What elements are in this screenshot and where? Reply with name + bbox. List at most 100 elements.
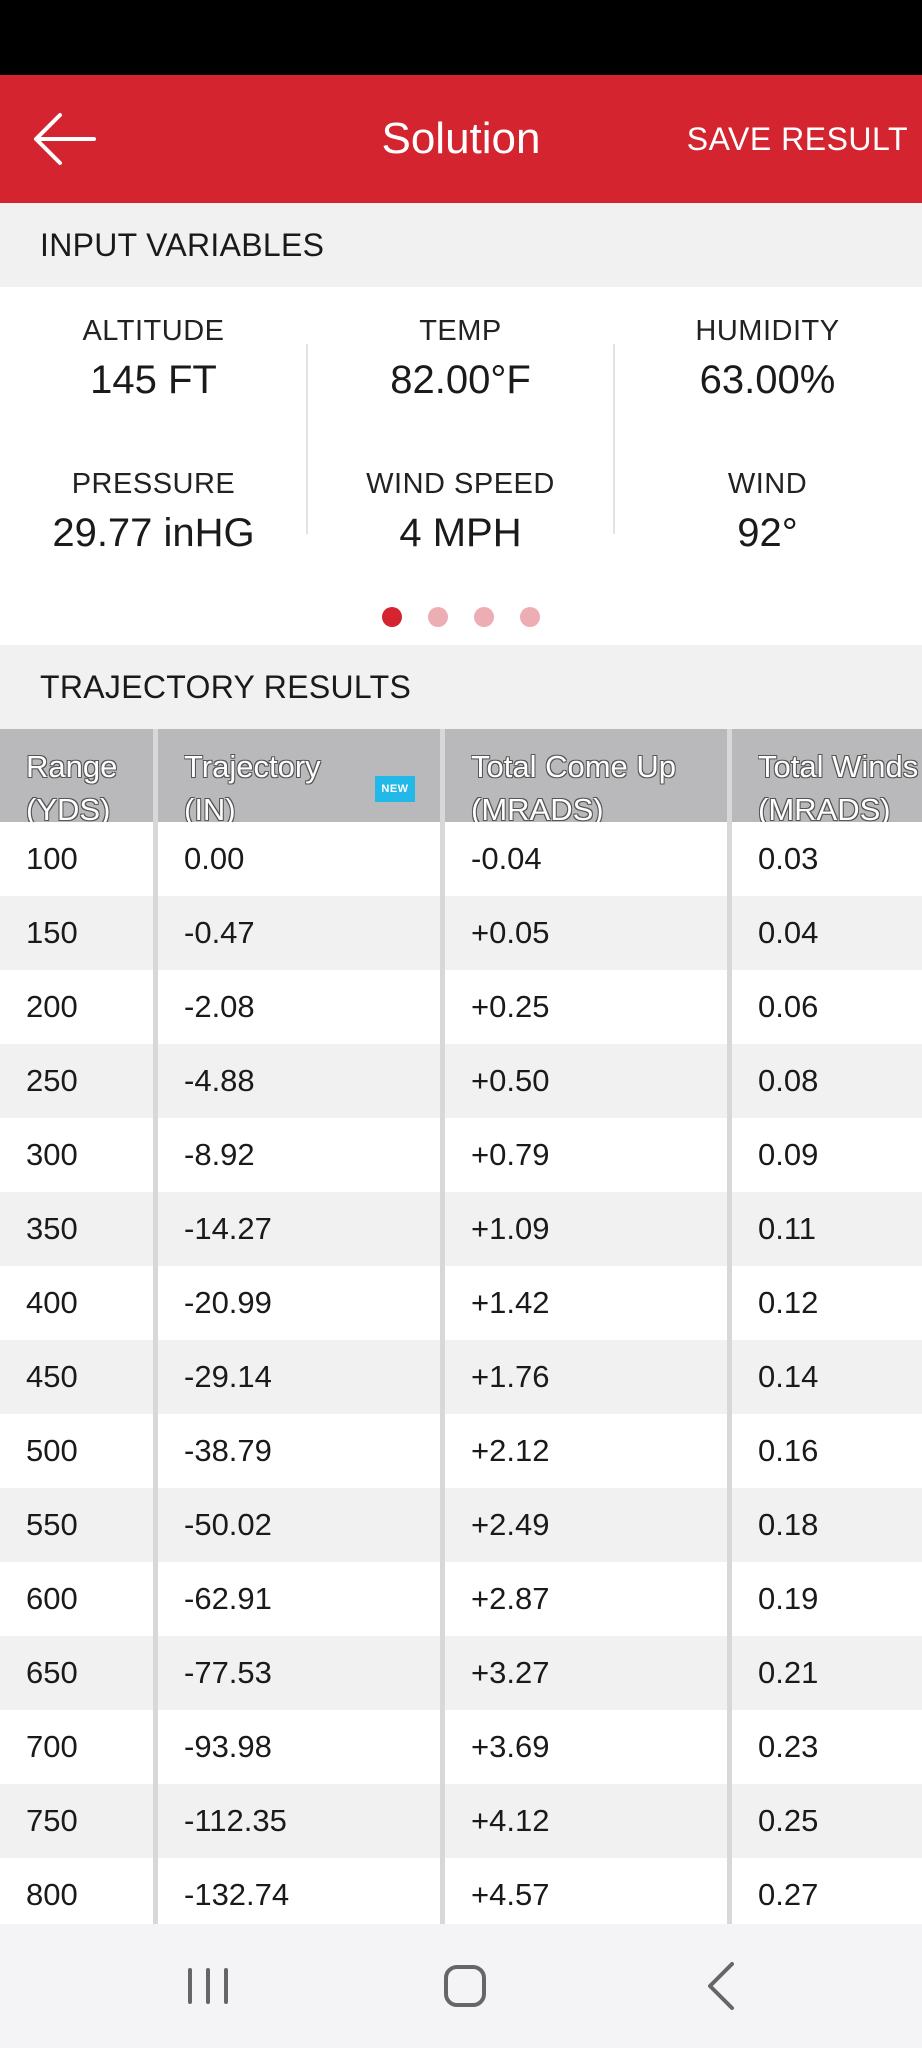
cell-winds: 0.11 [758, 1211, 817, 1246]
cell-trajectory: -62.91 [184, 1581, 272, 1616]
cell-trajectory: 0.00 [184, 841, 245, 876]
cell-winds: 0.04 [758, 915, 819, 950]
cell-range: 550 [26, 1507, 78, 1542]
variable-value: 4 MPH [399, 511, 522, 555]
variable-label: WIND [727, 468, 808, 500]
back-icon[interactable] [692, 1956, 752, 2016]
page-dot-1[interactable] [382, 607, 402, 627]
cell-come-up: +1.09 [471, 1211, 550, 1246]
cell-winds: 0.19 [758, 1581, 819, 1616]
cell-winds: 0.27 [758, 1877, 819, 1912]
cell-trajectory: -20.99 [184, 1285, 272, 1320]
cell-winds: 0.09 [758, 1137, 819, 1172]
page-indicator [0, 607, 922, 627]
column-header-trajectory[interactable]: Trajectory (IN) [184, 749, 321, 827]
cell-winds: 0.21 [758, 1655, 819, 1690]
column-header-winds[interactable]: Total Winds (MRADS) [758, 749, 919, 827]
cell-winds: 0.25 [758, 1803, 819, 1838]
column-header-come-up[interactable]: Total Come Up (MRADS) [471, 749, 677, 827]
humidity-variable: HUMIDITY 63.00% [614, 315, 921, 403]
table-row[interactable]: 400 -20.99 +1.42 0.12 [0, 1266, 922, 1340]
cell-range: 400 [26, 1285, 78, 1320]
temp-variable: TEMP 82.00°F [307, 315, 614, 403]
cell-come-up: -0.04 [471, 841, 542, 876]
cell-trajectory: -77.53 [184, 1655, 272, 1690]
recents-icon[interactable] [178, 1956, 238, 2016]
column-separator [440, 729, 445, 1924]
table-row[interactable]: 200 -2.08 +0.25 0.06 [0, 970, 922, 1044]
variable-value: 145 FT [90, 358, 217, 402]
cell-trajectory: -4.88 [184, 1063, 255, 1098]
cell-come-up: +0.25 [471, 989, 550, 1024]
table-row[interactable]: 500 -38.79 +2.12 0.16 [0, 1414, 922, 1488]
table-row[interactable]: 650 -77.53 +3.27 0.21 [0, 1636, 922, 1710]
table-row[interactable]: 700 -93.98 +3.69 0.23 [0, 1710, 922, 1784]
home-icon[interactable] [435, 1956, 495, 2016]
input-variables-card[interactable]: ALTITUDE 145 FT TEMP 82.00°F HUMIDITY 63… [0, 287, 922, 645]
cell-come-up: +0.50 [471, 1063, 550, 1098]
trajectory-results-header: TRAJECTORY RESULTS [0, 645, 922, 729]
cell-trajectory: -0.47 [184, 915, 255, 950]
table-row[interactable]: 600 -62.91 +2.87 0.19 [0, 1562, 922, 1636]
cell-trajectory: -50.02 [184, 1507, 272, 1542]
table-row[interactable]: 350 -14.27 +1.09 0.11 [0, 1192, 922, 1266]
wind-direction-variable: WIND 92° [614, 468, 921, 556]
variable-label: PRESSURE [71, 468, 236, 500]
cell-range: 650 [26, 1655, 78, 1690]
page-dot-4[interactable] [520, 607, 540, 627]
column-divider [613, 344, 615, 534]
cell-winds: 0.06 [758, 989, 819, 1024]
cell-range: 350 [26, 1211, 78, 1246]
cell-winds: 0.18 [758, 1507, 819, 1542]
table-row[interactable]: 750 -112.35 +4.12 0.25 [0, 1784, 922, 1858]
cell-winds: 0.08 [758, 1063, 819, 1098]
cell-range: 300 [26, 1137, 78, 1172]
variable-value: 29.77 inHG [52, 511, 255, 555]
new-badge: NEW [375, 776, 415, 802]
table-row[interactable]: 450 -29.14 +1.76 0.14 [0, 1340, 922, 1414]
cell-trajectory: -132.74 [184, 1877, 290, 1912]
cell-winds: 0.14 [758, 1359, 819, 1394]
variable-label: ALTITUDE [82, 315, 225, 347]
cell-come-up: +3.69 [471, 1729, 550, 1764]
cell-trajectory: -2.08 [184, 989, 255, 1024]
table-row[interactable]: 150 -0.47 +0.05 0.04 [0, 896, 922, 970]
back-arrow-icon[interactable] [30, 109, 98, 169]
pressure-variable: PRESSURE 29.77 inHG [0, 468, 307, 556]
variable-label: HUMIDITY [695, 315, 840, 347]
cell-come-up: +2.49 [471, 1507, 550, 1542]
cell-come-up: +1.76 [471, 1359, 550, 1394]
trajectory-table[interactable]: Range (YDS) Trajectory (IN) NEW Total Co… [0, 729, 922, 1924]
save-result-button[interactable]: SAVE RESULT [686, 121, 908, 157]
cell-come-up: +2.12 [471, 1433, 550, 1468]
variable-value: 82.00°F [390, 358, 531, 402]
cell-range: 100 [26, 841, 78, 876]
column-separator [153, 729, 158, 1924]
cell-trajectory: -93.98 [184, 1729, 272, 1764]
altitude-variable: ALTITUDE 145 FT [0, 315, 307, 403]
table-row[interactable]: 550 -50.02 +2.49 0.18 [0, 1488, 922, 1562]
page-dot-2[interactable] [428, 607, 448, 627]
cell-winds: 0.23 [758, 1729, 819, 1764]
cell-range: 200 [26, 989, 78, 1024]
cell-trajectory: -29.14 [184, 1359, 272, 1394]
table-row[interactable]: 100 0.00 -0.04 0.03 [0, 822, 922, 896]
table-row[interactable]: 300 -8.92 +0.79 0.09 [0, 1118, 922, 1192]
cell-range: 500 [26, 1433, 78, 1468]
cell-trajectory: -38.79 [184, 1433, 272, 1468]
cell-winds: 0.03 [758, 841, 819, 876]
cell-range: 750 [26, 1803, 78, 1838]
system-nav-bar [0, 1924, 922, 2048]
table-row[interactable]: 250 -4.88 +0.50 0.08 [0, 1044, 922, 1118]
wind-speed-variable: WIND SPEED 4 MPH [307, 468, 614, 556]
status-bar [0, 0, 922, 75]
column-divider [306, 344, 308, 534]
variable-label: TEMP [419, 315, 502, 347]
table-row[interactable]: 800 -132.74 +4.57 0.27 [0, 1858, 922, 1924]
cell-range: 150 [26, 915, 78, 950]
column-header-range[interactable]: Range (YDS) [26, 749, 118, 827]
page-dot-3[interactable] [474, 607, 494, 627]
cell-winds: 0.12 [758, 1285, 819, 1320]
column-separator [727, 729, 732, 1924]
cell-come-up: +0.05 [471, 915, 550, 950]
